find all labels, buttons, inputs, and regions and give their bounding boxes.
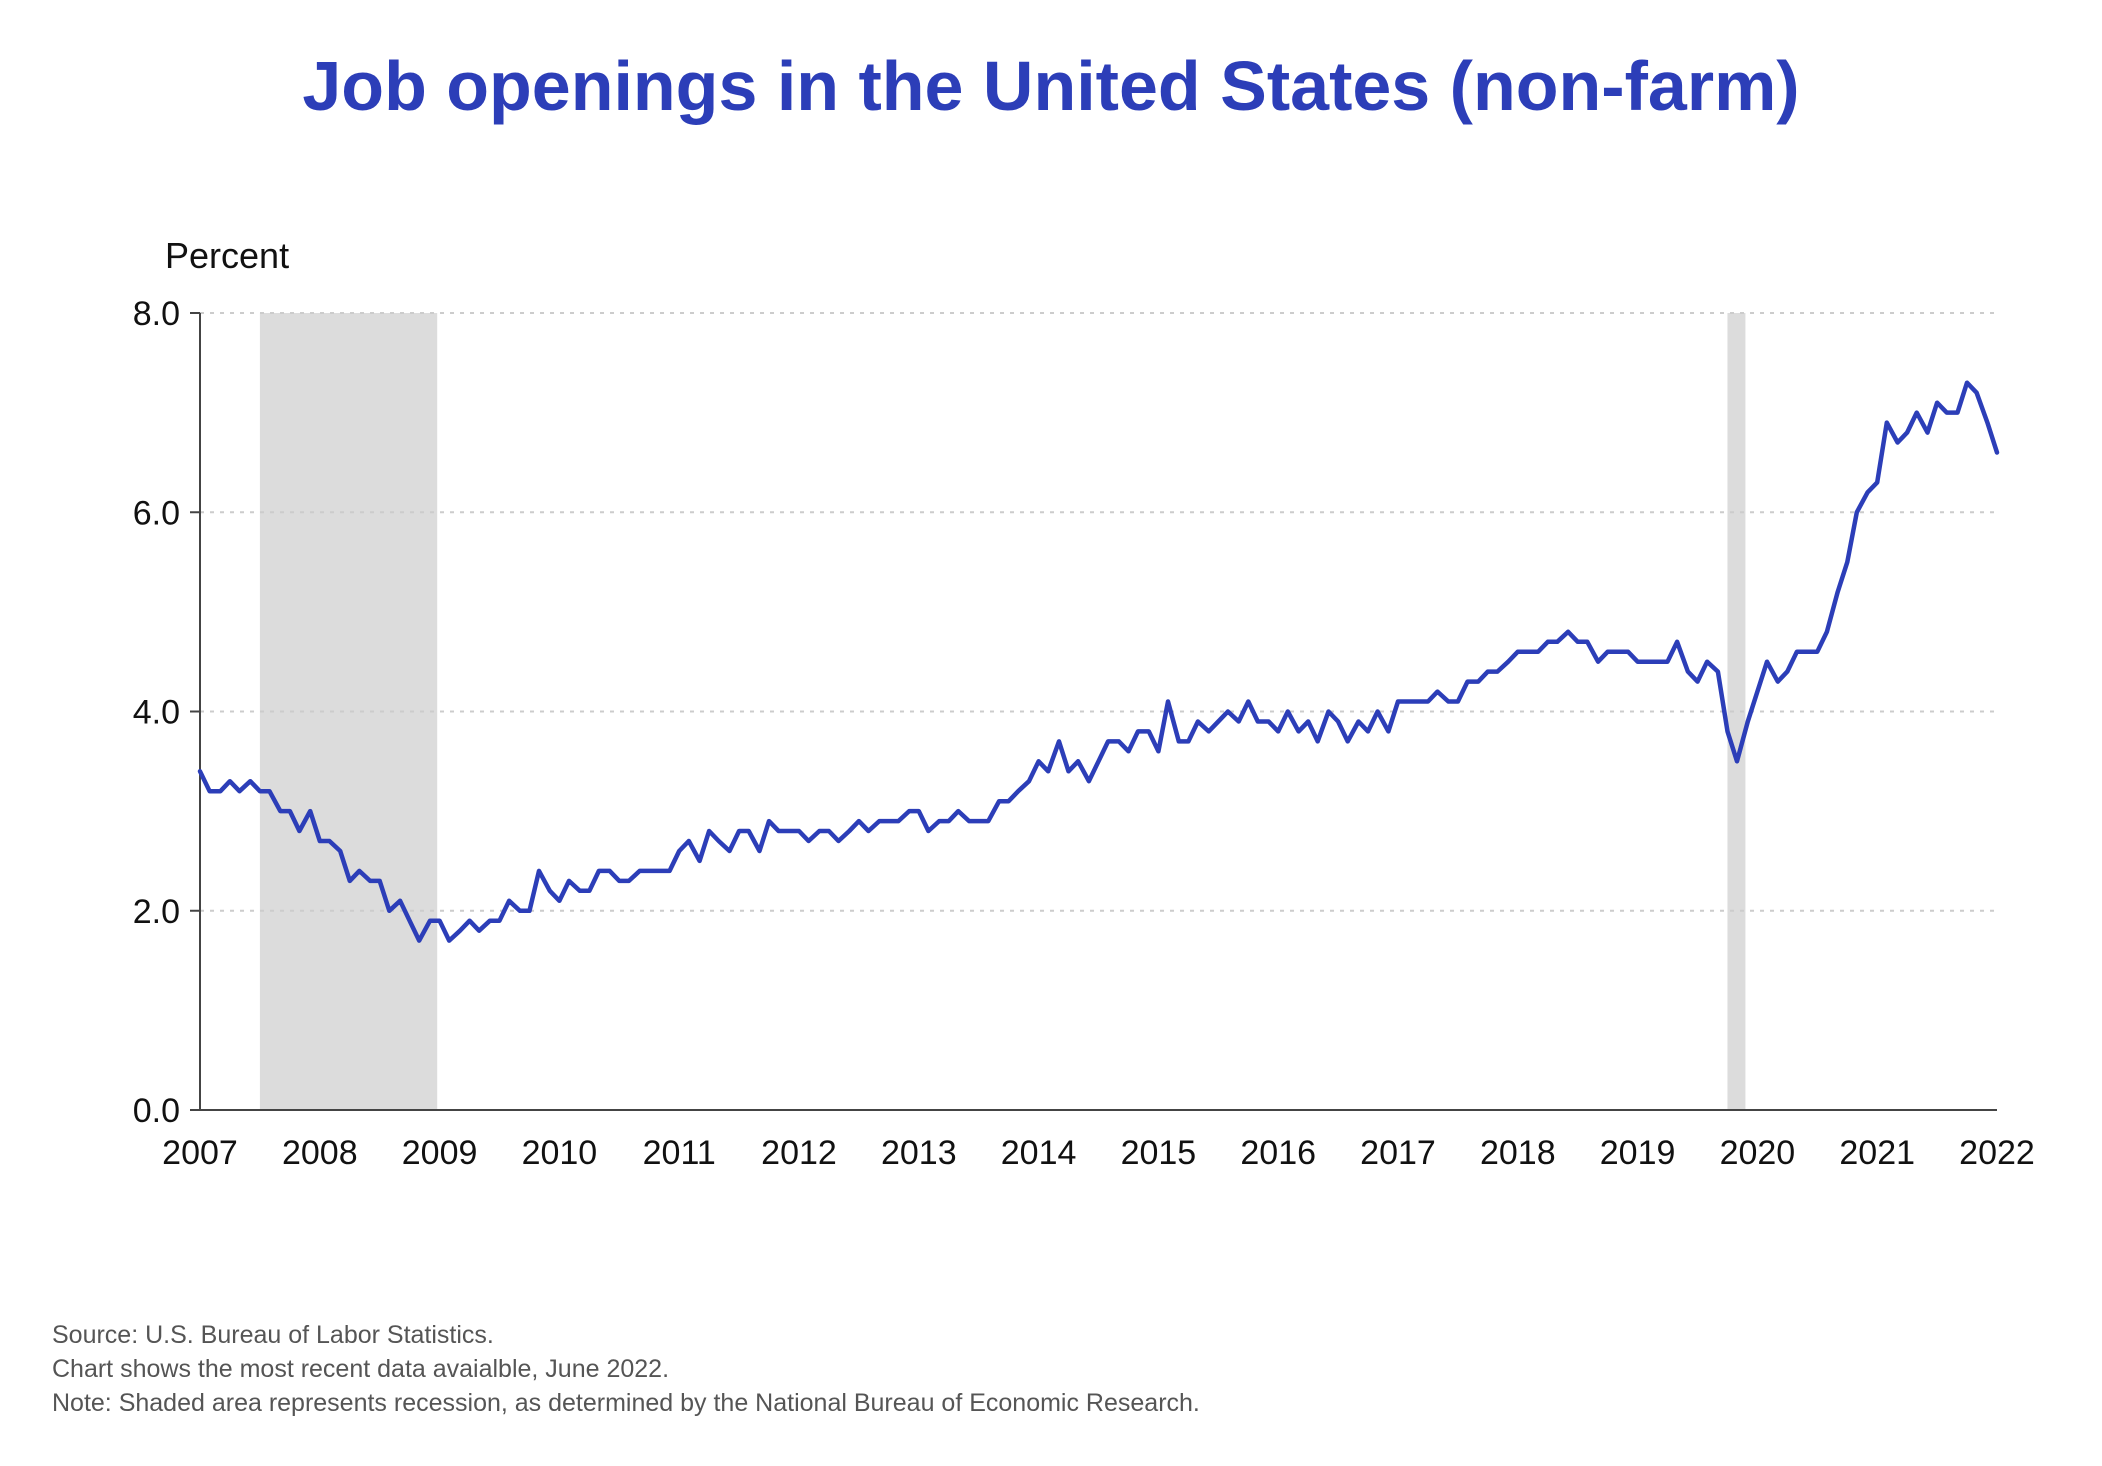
x-tick-label-2007: 2007 bbox=[162, 1134, 238, 1172]
x-tick-label-2022: 2022 bbox=[1959, 1134, 2035, 1172]
x-tick-label-2014: 2014 bbox=[1001, 1134, 1077, 1172]
x-tick-label-2018: 2018 bbox=[1480, 1134, 1556, 1172]
chart-title: Job openings in the United States (non-f… bbox=[302, 47, 1800, 125]
y-axis-title: Percent bbox=[165, 235, 289, 276]
y-tick-label-0.0: 0.0 bbox=[133, 1092, 180, 1130]
series-layer bbox=[197, 380, 2000, 943]
tick-labels: 0.0 2.0 4.0 6.0 8.0 2007 2008 2009 2010 2011 2012 2… bbox=[133, 295, 2035, 1172]
x-tick-label-2009: 2009 bbox=[402, 1134, 478, 1172]
x-tick-label-2010: 2010 bbox=[522, 1134, 598, 1172]
chart-notes: Source: U.S. Bureau of Labor Statistics.… bbox=[52, 1318, 1200, 1420]
recent-data-note: Chart shows the most recent data avaialb… bbox=[52, 1355, 670, 1383]
x-tick-label-2015: 2015 bbox=[1121, 1134, 1197, 1172]
source-note: Source: U.S. Bureau of Labor Statistics. bbox=[52, 1321, 494, 1349]
y-tick-label-8.0: 8.0 bbox=[133, 295, 180, 333]
x-tick-label-2019: 2019 bbox=[1600, 1134, 1676, 1172]
recession-note: Note: Shaded area represents recession, … bbox=[52, 1389, 1200, 1417]
x-tick-label-2016: 2016 bbox=[1240, 1134, 1316, 1172]
x-tick-label-2008: 2008 bbox=[282, 1134, 358, 1172]
x-tick-label-2021: 2021 bbox=[1839, 1134, 1915, 1172]
recession-bands bbox=[259, 313, 1746, 1110]
x-tick-label-2017: 2017 bbox=[1360, 1134, 1436, 1172]
recession-band-1 bbox=[259, 313, 438, 1110]
x-tick-label-2013: 2013 bbox=[881, 1134, 957, 1172]
x-tick-label-2011: 2011 bbox=[643, 1134, 716, 1172]
x-tick-label-2012: 2012 bbox=[761, 1134, 837, 1172]
y-tick-label-2.0: 2.0 bbox=[133, 893, 180, 931]
series-line-1 bbox=[197, 380, 2000, 943]
y-tick-label-4.0: 4.0 bbox=[133, 694, 180, 732]
x-tick-label-2020: 2020 bbox=[1720, 1134, 1796, 1172]
y-tick-label-6.0: 6.0 bbox=[133, 494, 180, 532]
